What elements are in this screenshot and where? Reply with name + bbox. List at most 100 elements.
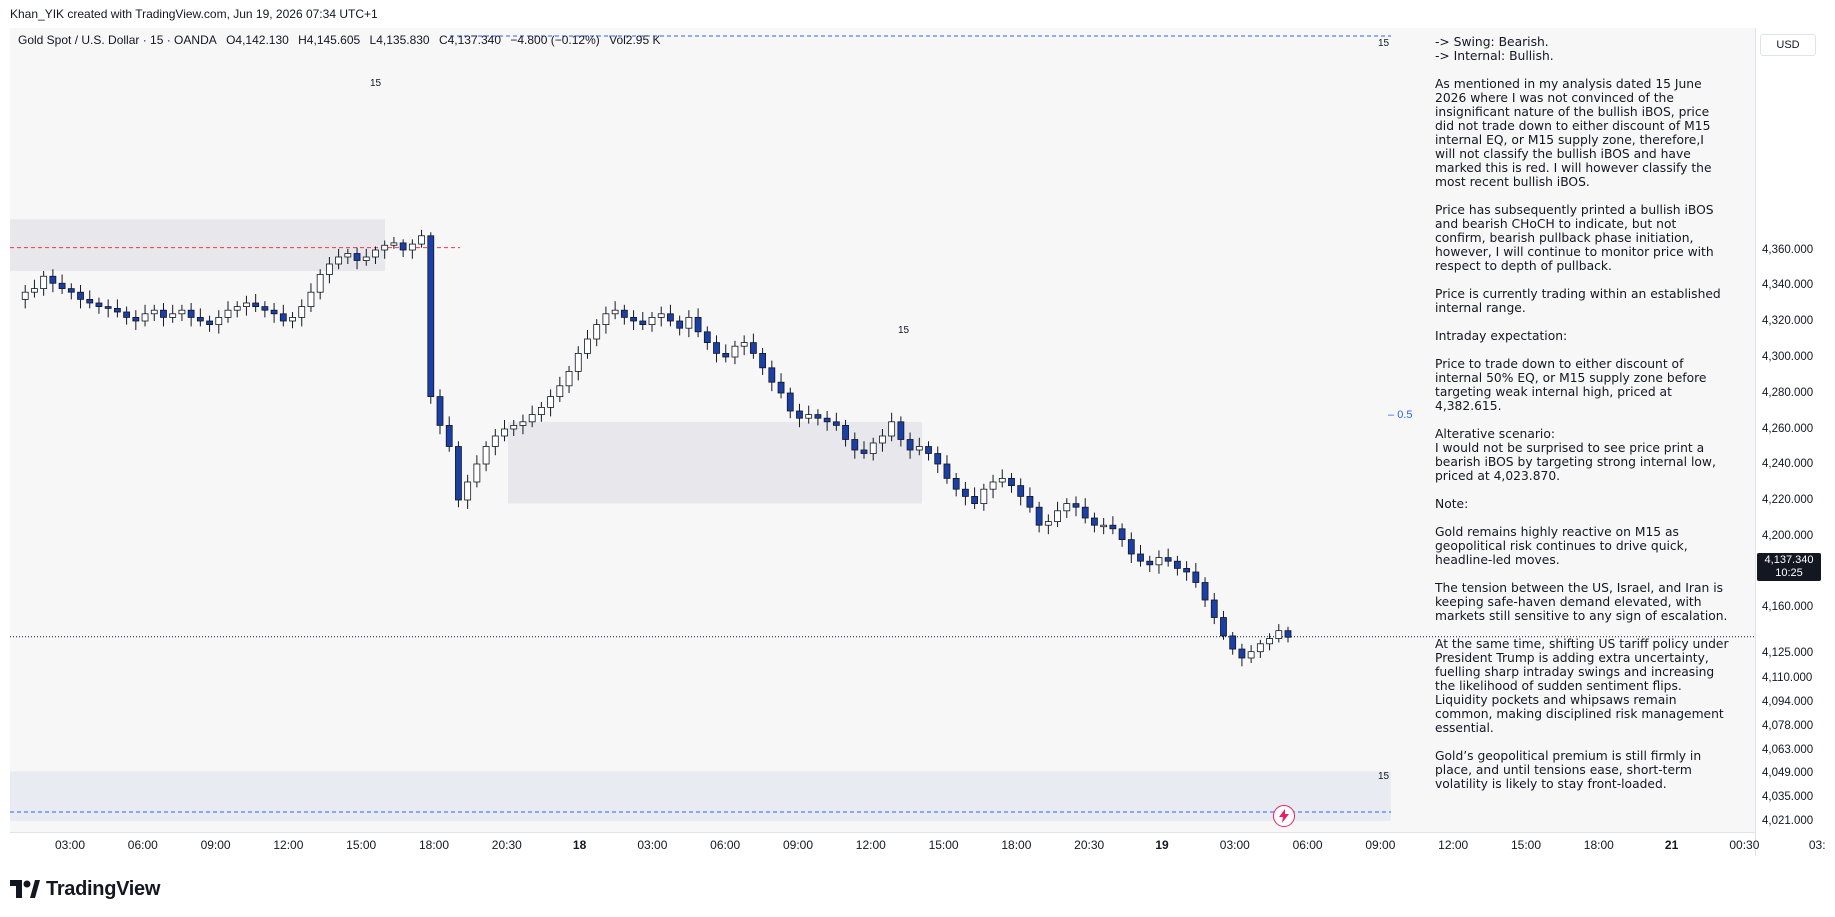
- time-tick: 21: [1664, 838, 1679, 852]
- candle: [694, 308, 702, 338]
- candle: [95, 297, 103, 314]
- time-tick: 03:00: [637, 838, 668, 852]
- candle: [611, 301, 619, 320]
- half-level-value: 0.5: [1397, 409, 1413, 421]
- candle: [713, 335, 720, 363]
- candle: [445, 416, 453, 452]
- candle: [528, 405, 536, 428]
- price-tick: 4,021.000: [1762, 815, 1814, 827]
- candle: [934, 446, 942, 473]
- last-price-value: 4,137.340: [1764, 554, 1814, 566]
- candle: [316, 269, 324, 300]
- price-tick: 4,300.000: [1762, 351, 1814, 363]
- candle: [510, 420, 518, 436]
- candle: [132, 310, 140, 330]
- candle: [1247, 645, 1255, 663]
- price-tick: 4,260.000: [1762, 423, 1814, 435]
- time-tick: 15:00: [346, 838, 377, 852]
- candle: [1137, 545, 1144, 567]
- events-indicator[interactable]: [1273, 805, 1295, 827]
- candle: [722, 344, 730, 363]
- candle: [77, 285, 84, 309]
- candle: [1220, 610, 1227, 640]
- time-tick: 20:30: [1074, 838, 1105, 852]
- price-tick: 4,320.000: [1762, 315, 1814, 327]
- candle: [160, 303, 167, 327]
- candle: [491, 429, 499, 456]
- lower-zone: [10, 771, 1391, 821]
- candle: [648, 312, 656, 332]
- candle: [104, 299, 112, 318]
- candle: [620, 304, 628, 325]
- candle: [31, 279, 38, 298]
- price-axis[interactable]: 4,360.000 4,340.000 4,320.000 4,300.000 4,28…: [1755, 28, 1835, 856]
- candle: [823, 411, 831, 431]
- symbol-name[interactable]: Gold Spot / U.S. Dollar · 15 · OANDA: [18, 33, 217, 47]
- candle: [915, 437, 923, 456]
- currency-button[interactable]: USD: [1760, 34, 1816, 56]
- candle: [998, 469, 1006, 488]
- candle: [869, 437, 877, 461]
- candle: [1256, 639, 1264, 658]
- candle: [1192, 563, 1200, 588]
- analysis-paragraph-2: Price has subsequently printed a bullish…: [1435, 203, 1714, 273]
- candle: [362, 248, 370, 266]
- time-tick: 03:00: [54, 838, 86, 852]
- time-tick: 03:00: [1219, 838, 1250, 852]
- marker-15-top: 15: [1378, 38, 1390, 49]
- time-axis[interactable]: 03:00 06:00 09:00 12:00 15:00 18:00 20:30 18 03:…: [10, 832, 1826, 856]
- candle: [49, 269, 57, 293]
- candle: [224, 301, 232, 323]
- candle: [187, 303, 195, 327]
- price-tick: 4,063.000: [1762, 744, 1814, 756]
- candle: [455, 441, 462, 508]
- candle: [1054, 501, 1061, 527]
- time-tick: 09:00: [1365, 838, 1396, 852]
- candle: [21, 285, 29, 309]
- volume-value: Vol2.95 K: [609, 33, 661, 47]
- candle: [851, 432, 859, 459]
- candle: [1091, 512, 1098, 533]
- time-tick: 12:00: [855, 838, 886, 852]
- candle: [1127, 532, 1135, 563]
- candle: [639, 312, 647, 330]
- candle: [897, 416, 905, 447]
- time-tick: 09:00: [782, 838, 814, 852]
- candle: [390, 236, 398, 249]
- candle: [537, 402, 545, 422]
- candlestick-chart[interactable]: [10, 28, 1755, 832]
- price-tick: 4,200.000: [1762, 530, 1814, 542]
- mid-zone: [508, 421, 922, 504]
- candle: [556, 376, 564, 402]
- price-tick: 4,035.000: [1762, 791, 1814, 803]
- candle: [796, 403, 803, 428]
- note-paragraph-3: At the same time, shifting US tariff pol…: [1435, 637, 1729, 735]
- candle: [1072, 496, 1080, 517]
- candle: [703, 326, 711, 350]
- last-price-tag: 4,137.340 10:25: [1757, 553, 1821, 581]
- time-tick: 09:00: [200, 838, 231, 852]
- candle: [372, 246, 379, 264]
- candle: [657, 306, 665, 327]
- candle: [289, 312, 296, 329]
- candle: [436, 389, 444, 435]
- symbol-legend: Gold Spot / U.S. Dollar · 15 · OANDA O4,…: [18, 33, 666, 47]
- upper-zone: [10, 219, 385, 271]
- candle: [943, 455, 951, 484]
- alternative-paragraph: I would not be surprised to see price pr…: [1435, 441, 1716, 483]
- candle: [307, 283, 315, 312]
- candle: [1081, 498, 1089, 524]
- time-tick: 00:30: [1729, 838, 1760, 852]
- candle: [980, 483, 988, 511]
- candle: [842, 420, 849, 447]
- analysis-text-panel: -> Swing: Bearish. -> Internal: Bullish.…: [1435, 35, 1753, 805]
- candle: [1026, 487, 1034, 513]
- candle: [786, 387, 794, 419]
- candle: [1118, 523, 1126, 547]
- price-tick: 4,280.000: [1762, 387, 1814, 399]
- candle: [215, 310, 223, 334]
- price-tick: 4,078.000: [1762, 720, 1814, 732]
- time-tick: 06:00: [127, 838, 158, 852]
- open-value: O4,142.130: [226, 33, 289, 47]
- time-tick: 18:00: [1001, 838, 1032, 852]
